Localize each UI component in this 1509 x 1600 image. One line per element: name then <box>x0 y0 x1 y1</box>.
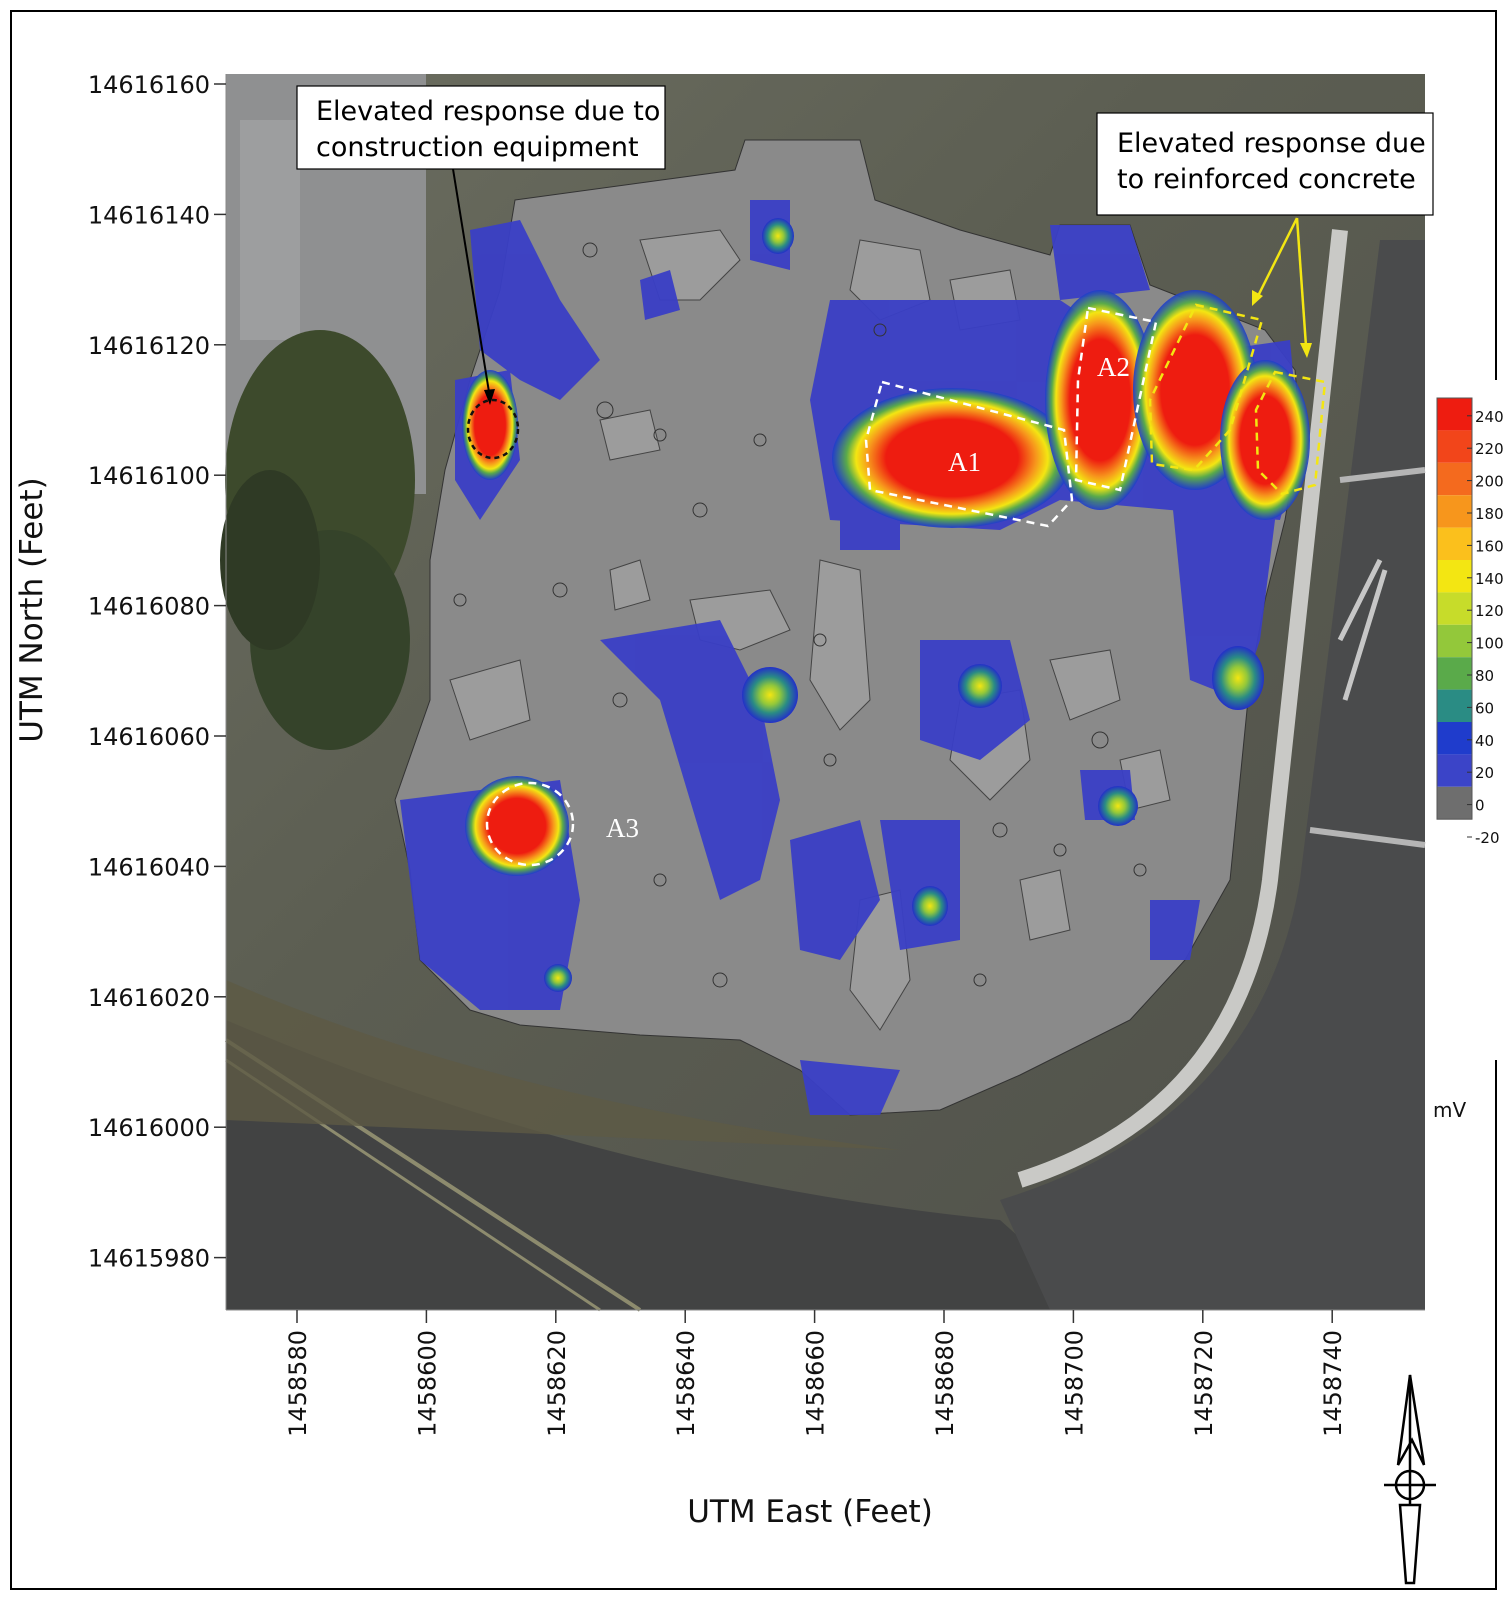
callout-construction: Elevated response due to construction eq… <box>296 85 666 405</box>
y-tick-label: 14616160 <box>88 71 210 99</box>
callout-concrete: Elevated response due to reinforced conc… <box>1096 112 1434 358</box>
colorbar-label: 20 <box>1475 764 1494 782</box>
x-tick-label: 1458620 <box>543 1330 571 1437</box>
colorbar-swatch <box>1437 592 1472 625</box>
colorbar-label: 240 <box>1475 408 1504 426</box>
colorbar-swatch <box>1437 495 1472 528</box>
colorbar-label: 80 <box>1475 667 1494 685</box>
colorbar-swatch <box>1437 462 1472 496</box>
anomaly-label-a3: A3 <box>606 813 639 843</box>
north-arrow-icon <box>1384 1374 1436 1585</box>
anomaly-label-a1: A1 <box>948 447 981 477</box>
y-tick-label: 14616060 <box>88 723 210 751</box>
colorbar-swatch <box>1437 657 1472 690</box>
callout-concrete-line-2: to reinforced concrete <box>1117 164 1416 195</box>
colorbar-swatch <box>1437 722 1472 755</box>
colorbar-label: 100 <box>1475 635 1504 653</box>
x-tick-label: 1458660 <box>802 1330 830 1437</box>
x-tick-label: 1458700 <box>1060 1330 1088 1437</box>
x-axis-label: UTM East (Feet) <box>687 1494 933 1530</box>
x-axis: 1458580 1458600 1458620 1458640 1458660 14586… <box>226 1309 1425 1530</box>
colorbar-swatch <box>1437 430 1472 463</box>
concrete-outline-2 <box>1254 370 1327 496</box>
y-tick-label: 14616020 <box>88 984 210 1012</box>
colorbar-swatch <box>1437 560 1472 593</box>
concrete-outline-1 <box>1148 303 1264 472</box>
x-tick-label: 1458600 <box>413 1330 441 1437</box>
colorbar-unit: mV <box>1433 1098 1466 1122</box>
x-tick-label: 1458640 <box>672 1330 700 1437</box>
colorbar-swatch <box>1437 786 1472 820</box>
x-tick-label: 1458680 <box>931 1330 959 1437</box>
colorbar-swatch <box>1437 527 1472 560</box>
construction-equipment-outline <box>466 398 520 460</box>
a2-outline <box>1074 306 1158 492</box>
colorbar-label: 60 <box>1475 699 1494 717</box>
y-tick-label: 14616000 <box>88 1114 210 1142</box>
callout-construction-line-2: construction equipment <box>316 132 639 163</box>
colorbar-label: 220 <box>1475 440 1504 458</box>
x-tick-label: 1458580 <box>284 1330 312 1437</box>
colorbar-label: 40 <box>1475 732 1494 750</box>
x-tick-label: 1458720 <box>1190 1330 1218 1437</box>
callout-concrete-line-1: Elevated response due <box>1117 128 1426 159</box>
colorbar-label: 160 <box>1475 537 1504 555</box>
colorbar-label: 180 <box>1475 505 1504 523</box>
y-axis-label: UTM North (Feet) <box>14 477 50 742</box>
colorbar-label: 120 <box>1475 602 1504 620</box>
callout-construction-line-1: Elevated response due to <box>316 96 660 127</box>
colorbar-border <box>1436 397 1473 820</box>
anomaly-label-a2: A2 <box>1097 352 1130 382</box>
y-axis: 14616160 14616140 14616120 14616100 14616080… <box>14 71 227 1310</box>
colorbar-label: 0 <box>1475 797 1485 815</box>
colorbar-label: 200 <box>1475 473 1504 491</box>
colorbar-label: -20 <box>1475 829 1500 847</box>
y-tick-label: 14616120 <box>88 332 210 360</box>
annotation-outlines <box>466 303 1327 867</box>
colorbar-label: 140 <box>1475 570 1504 588</box>
colorbar-swatch <box>1437 398 1472 431</box>
a3-outline <box>485 781 575 867</box>
y-tick-label: 14616080 <box>88 593 210 621</box>
colorbar-swatch <box>1437 754 1472 787</box>
a1-outline <box>864 380 1074 528</box>
contour-survey-area <box>394 139 1310 1116</box>
y-tick-label: 14616140 <box>88 201 210 229</box>
colorbar-swatch <box>1437 689 1472 722</box>
colorbar-swatch <box>1437 624 1472 658</box>
y-tick-label: 14616100 <box>88 462 210 490</box>
y-tick-label: 14616040 <box>88 853 210 881</box>
y-tick-label: 14615980 <box>88 1245 210 1273</box>
x-tick-label: 1458740 <box>1319 1330 1347 1437</box>
